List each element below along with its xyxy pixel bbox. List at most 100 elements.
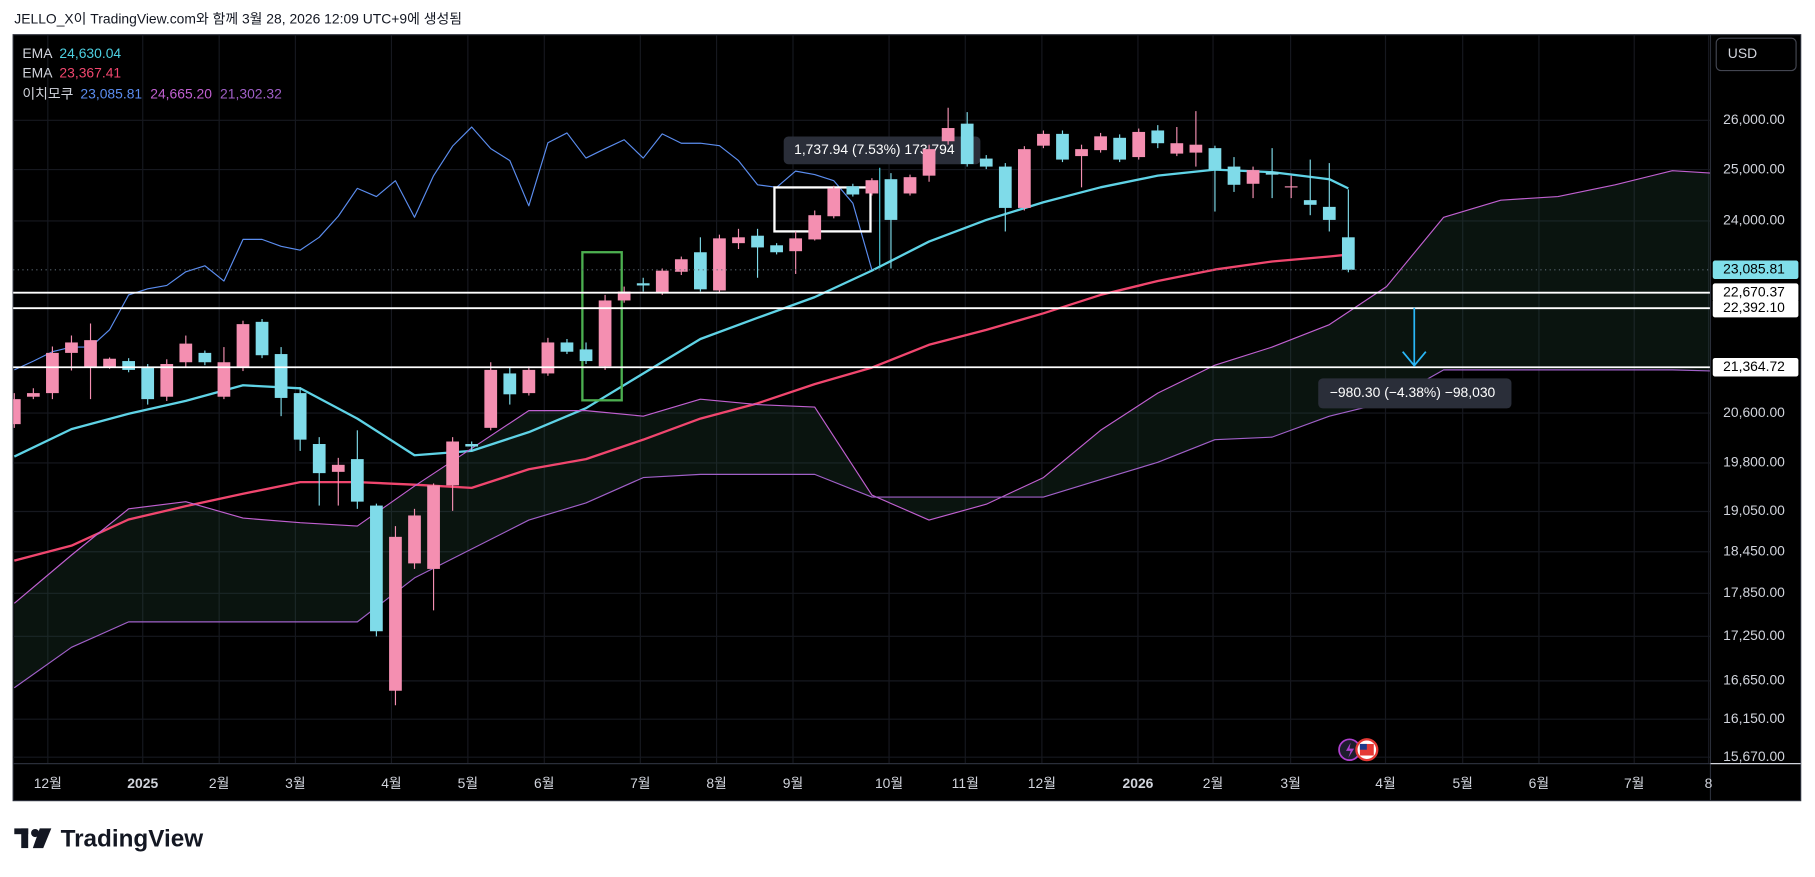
x-tick-label: 8월 [706, 775, 726, 791]
candle-body [217, 362, 231, 397]
candle-body [1170, 143, 1184, 154]
event-icons [1338, 738, 1379, 762]
candle-body [598, 300, 612, 367]
candle-body [141, 367, 155, 400]
x-tick-label: 12월 [34, 775, 62, 791]
candle-body [1246, 170, 1260, 184]
indicator-line [13, 170, 1711, 604]
measure-label: 1,737.94 (7.53%) 173,794 [794, 141, 955, 157]
y-tick-label: 25,000.00 [1723, 160, 1785, 176]
flag-canton [1359, 743, 1367, 750]
candle-body [560, 342, 574, 352]
legend-value: 24,630.04 [59, 45, 121, 61]
legend-value: 23,085.81 [80, 86, 142, 102]
legend-name: EMA [22, 45, 53, 61]
currency-label[interactable]: USD [1728, 45, 1757, 61]
candle-body [160, 364, 174, 397]
candle-body [541, 342, 555, 374]
candle-body [941, 128, 955, 142]
candle-body [65, 342, 78, 353]
candle-body [713, 238, 726, 291]
candle-body [293, 393, 307, 440]
candle-body [1037, 133, 1050, 146]
y-tick-label: 16,650.00 [1723, 672, 1785, 688]
indicator-line [14, 253, 1349, 562]
candle-body [122, 361, 136, 370]
x-tick-label: 9월 [783, 775, 803, 791]
legend-value: 24,665.20 [150, 86, 212, 102]
candle-body [789, 238, 803, 252]
drop-label: −980.30 (−4.38%) −98,030 [1330, 384, 1496, 400]
level-label: 21,364.72 [1723, 358, 1785, 374]
level-tag [1712, 298, 1799, 318]
logo-part [21, 828, 29, 849]
candle-body [960, 123, 974, 165]
candle-body [1322, 206, 1336, 220]
drop-label-box [1318, 378, 1512, 409]
candle-body [808, 215, 822, 240]
candle-body [1094, 136, 1107, 151]
candle-body [84, 340, 97, 368]
indicator-line [13, 168, 1349, 458]
currency-button[interactable]: USD [1715, 37, 1797, 72]
candle-body [236, 324, 250, 368]
x-tick-label: 11월 [952, 775, 979, 791]
x-tick-label: 2월 [209, 775, 229, 791]
candle-body [1341, 237, 1355, 270]
highlight-box [581, 251, 623, 402]
candle-body [1151, 130, 1165, 144]
candle-body [446, 441, 459, 486]
candle-body [1075, 149, 1088, 157]
level-label: 22,392.10 [1723, 299, 1785, 315]
candle-body [1113, 137, 1127, 160]
candle-body [1303, 200, 1317, 205]
candle-body [179, 343, 193, 363]
candle-body [350, 459, 364, 502]
candle-body [274, 354, 288, 398]
x-tick-label: 10월 [875, 775, 903, 791]
candle-body [884, 179, 898, 220]
candle-body [312, 444, 326, 474]
candle-body [1208, 148, 1222, 171]
currency-box[interactable] [1715, 37, 1797, 72]
x-tick-label: 2월 [1203, 775, 1223, 791]
candle-body [1284, 186, 1298, 188]
x-tick-label: 3월 [285, 775, 305, 791]
arrow-head [1402, 351, 1427, 367]
candle-body [751, 235, 764, 248]
candle-body [522, 369, 536, 394]
last-price-label: 23,085.81 [1723, 260, 1785, 276]
candle-body [1189, 144, 1203, 153]
candle-body [427, 485, 440, 569]
last-price-tag [1712, 260, 1799, 280]
candle-body [979, 158, 993, 167]
candle-body [1056, 133, 1069, 160]
candle-body [46, 352, 59, 394]
y-tick-label: 24,000.00 [1723, 212, 1785, 228]
legend-name: 이치모쿠 [22, 86, 73, 102]
y-tick-label: 16,150.00 [1723, 710, 1785, 726]
y-tick-label: 18,450.00 [1723, 542, 1785, 558]
candle-body [998, 166, 1012, 208]
brand-name: TradingView [61, 825, 204, 852]
y-tick-label: 26,000.00 [1723, 111, 1785, 127]
candle-body [1227, 166, 1241, 185]
x-tick-label: 7월 [1624, 775, 1644, 791]
x-tick-label: 2025 [127, 775, 158, 791]
candles [13, 107, 1355, 706]
x-tick-label: 5월 [458, 775, 478, 791]
y-tick-label: 20,600.00 [1723, 404, 1785, 420]
indicator-line [14, 126, 873, 371]
candle-body [198, 352, 212, 363]
candle-body [579, 349, 593, 362]
logo-part [32, 828, 52, 849]
x-tick-label: 12월 [1028, 775, 1056, 791]
level-label: 22,670.37 [1723, 283, 1785, 299]
logo-part [31, 828, 40, 838]
candle-body [655, 270, 669, 293]
x-tick-label: 4월 [1375, 775, 1395, 791]
indicator-line [13, 369, 1711, 689]
candle-body [26, 393, 40, 397]
candle-body [103, 358, 116, 368]
